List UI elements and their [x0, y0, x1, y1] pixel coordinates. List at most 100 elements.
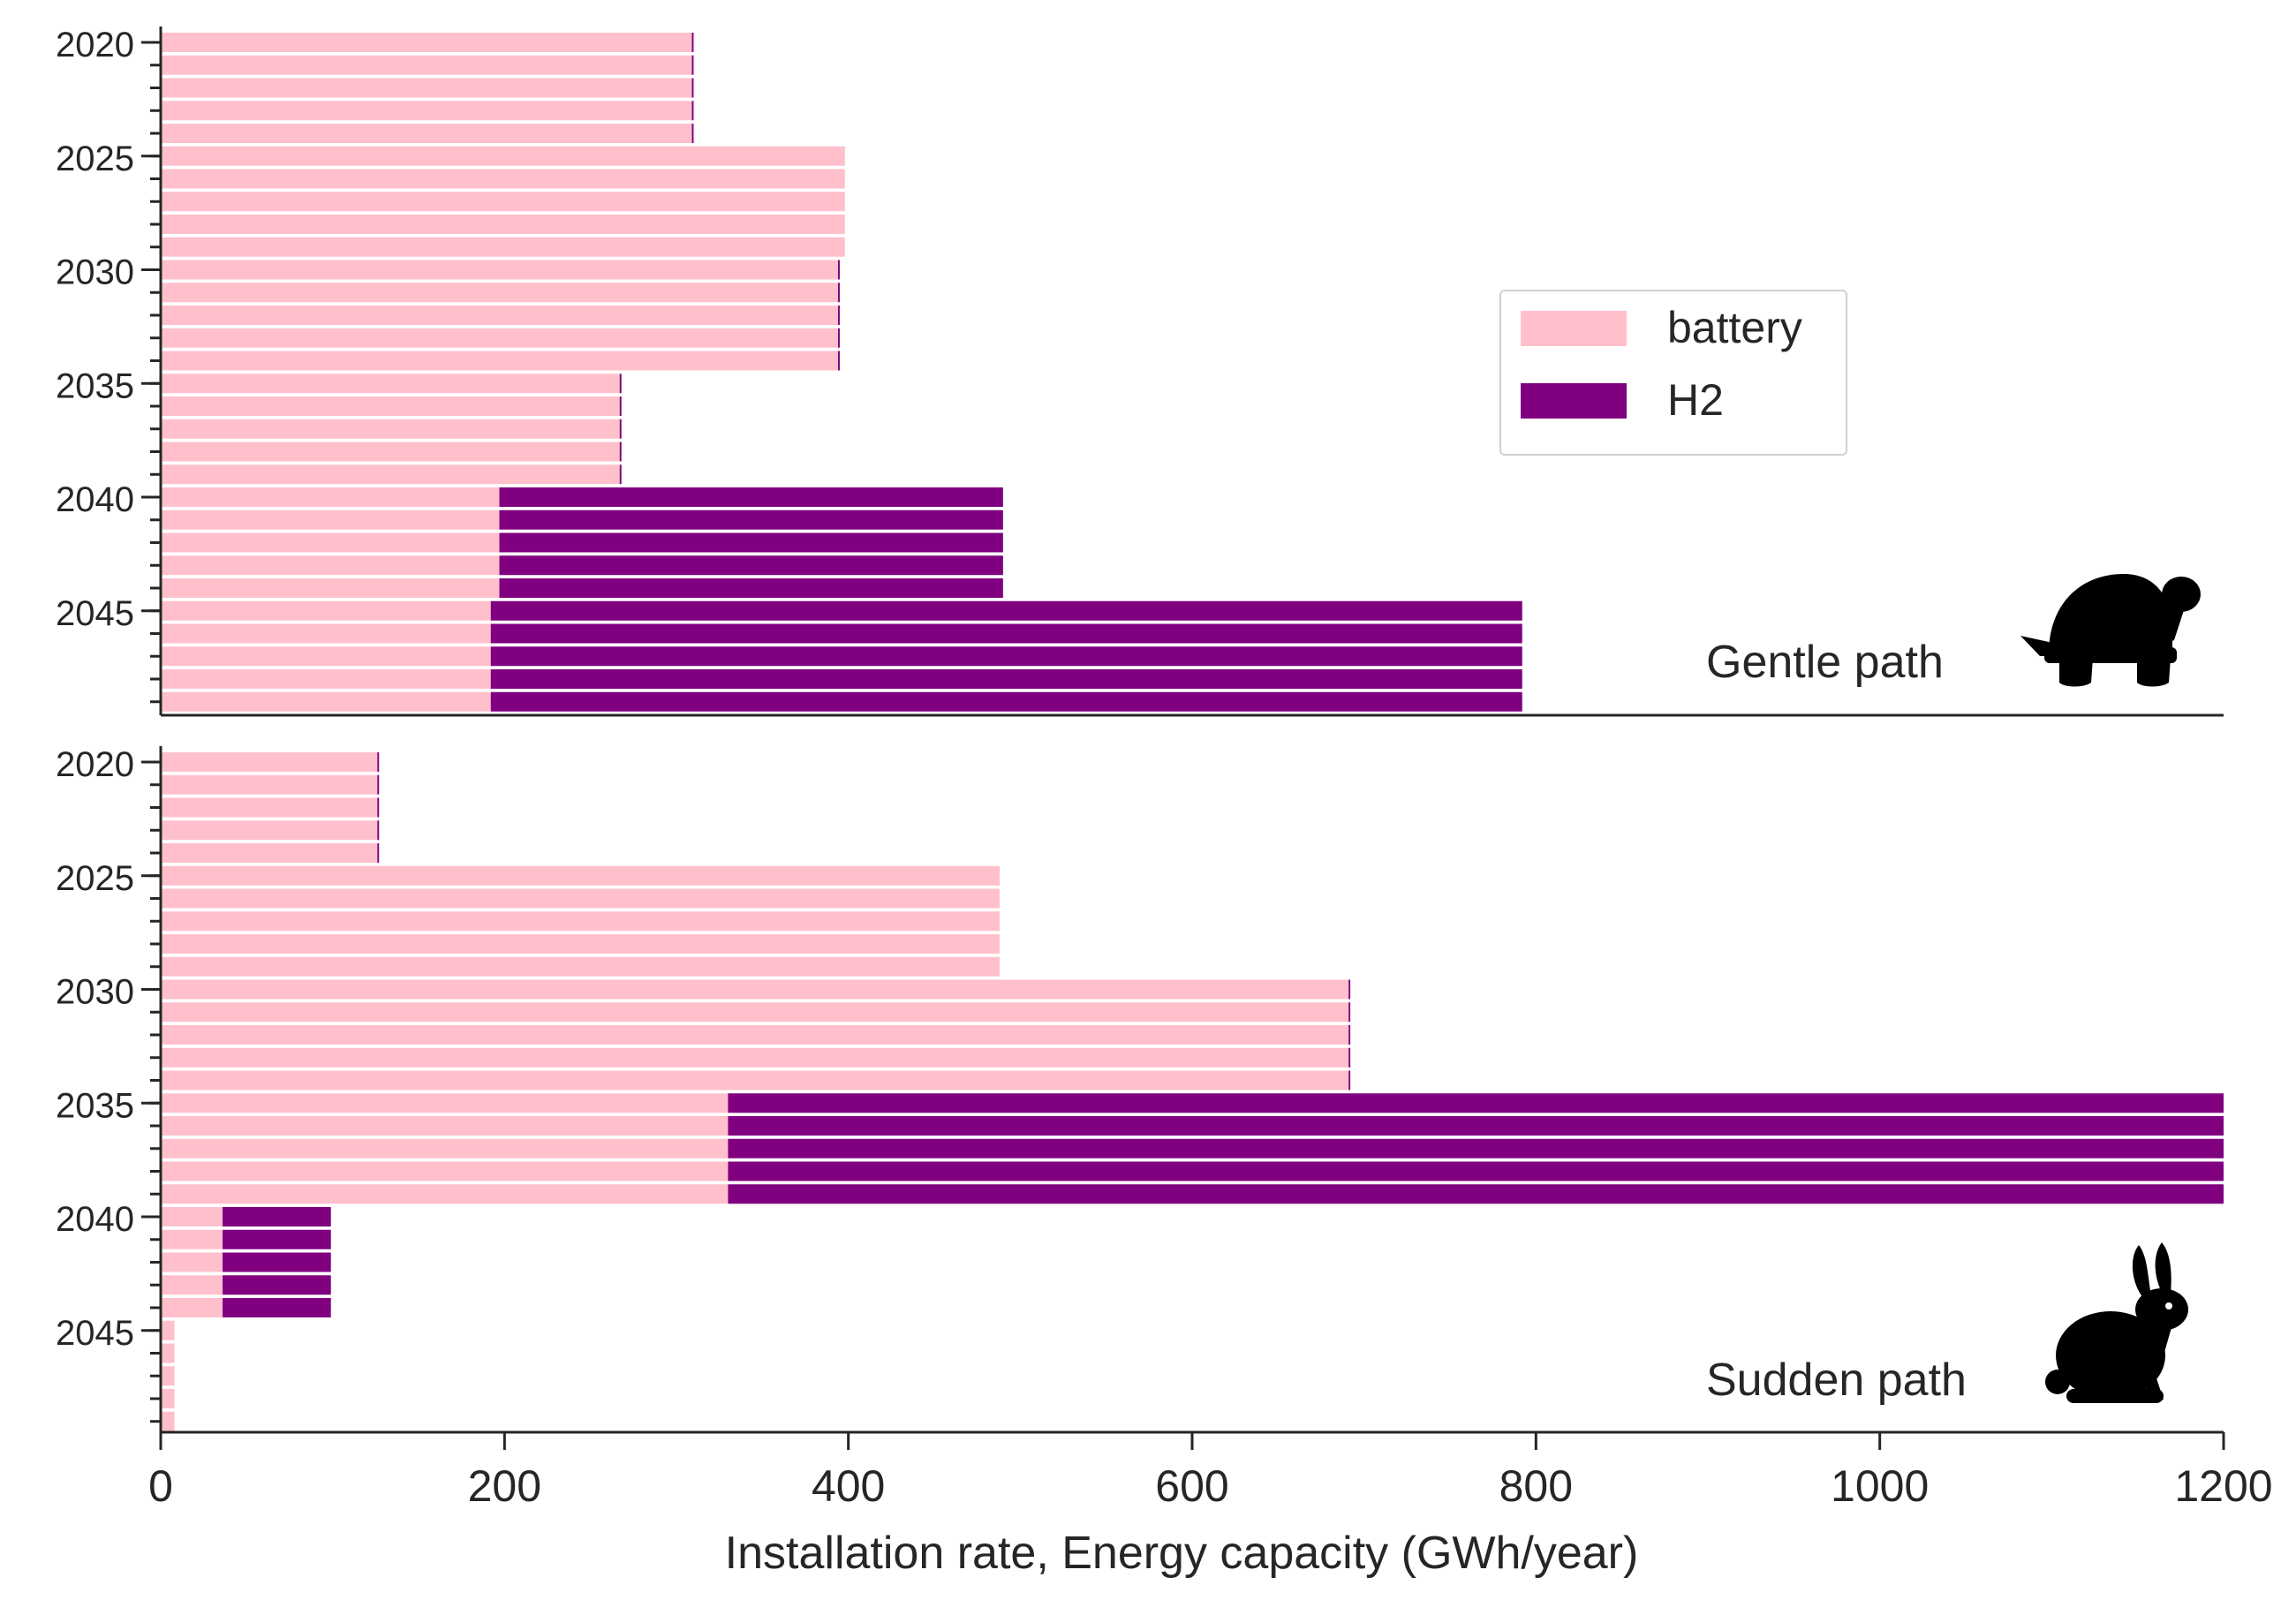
bar-h2 [377, 843, 380, 863]
y-tick-label: 2040 [56, 480, 134, 519]
x-tick-label: 1200 [2174, 1461, 2272, 1511]
bar-battery [161, 442, 620, 462]
bar-battery [161, 934, 1000, 954]
bar-h2 [728, 1138, 2224, 1158]
bar-battery [161, 646, 491, 667]
bar-h2 [1348, 1025, 1351, 1045]
bar-h2 [377, 774, 380, 795]
bar-h2 [728, 1093, 2224, 1113]
bar-battery [161, 1389, 175, 1408]
bar-h2 [1348, 979, 1351, 1000]
bar-h2 [619, 396, 622, 416]
bar-h2 [223, 1229, 331, 1249]
bar-h2 [490, 691, 1522, 712]
x-tick-label: 0 [148, 1461, 173, 1511]
bar-battery [161, 101, 692, 121]
bar-h2 [490, 669, 1522, 689]
bar-battery [161, 1116, 729, 1136]
bar-battery [161, 215, 845, 234]
bar-battery [161, 487, 500, 507]
bar-h2 [691, 78, 694, 98]
y-tick-label: 2025 [56, 140, 134, 178]
bar-battery [161, 797, 378, 818]
bar-h2 [619, 374, 622, 394]
bar-battery [161, 532, 500, 553]
legend-swatch-battery [1521, 311, 1627, 346]
bar-h2 [837, 351, 840, 371]
bar-battery [161, 1275, 223, 1295]
y-tick-label: 2030 [56, 253, 134, 292]
bar-h2 [728, 1184, 2224, 1204]
y-tick-label: 2045 [56, 1314, 134, 1353]
bar-battery [161, 865, 1000, 886]
bar-h2 [691, 55, 694, 75]
bar-h2 [490, 646, 1522, 667]
y-tick-label: 2035 [56, 1086, 134, 1125]
panel-label-gentle: Gentle path [1706, 637, 1944, 688]
bar-h2 [499, 555, 1003, 576]
bar-battery [161, 260, 838, 280]
legend-label-battery: battery [1667, 303, 1802, 352]
bar-h2 [728, 1161, 2224, 1181]
bar-battery [161, 956, 1000, 977]
bar-battery [161, 1252, 223, 1272]
bar-battery [161, 396, 620, 416]
bar-battery [161, 1138, 729, 1158]
bar-battery [161, 169, 845, 189]
bar-battery [161, 555, 500, 576]
bar-battery [161, 1093, 729, 1113]
bar-battery [161, 419, 620, 439]
bar-battery [161, 843, 378, 863]
x-tick-label: 800 [1499, 1461, 1573, 1511]
bar-h2 [223, 1252, 331, 1272]
bar-battery [161, 1184, 729, 1204]
x-tick-label: 600 [1155, 1461, 1228, 1511]
bar-battery [161, 1161, 729, 1181]
bar-battery [161, 600, 491, 621]
bar-battery [161, 1366, 175, 1386]
bar-battery [161, 1070, 1349, 1091]
bar-battery [161, 78, 692, 98]
bar-battery [161, 192, 845, 212]
bar-battery [161, 1002, 1349, 1023]
bar-h2 [691, 101, 694, 121]
bar-h2 [691, 33, 694, 52]
y-tick-label: 2020 [56, 26, 134, 64]
bar-h2 [223, 1275, 331, 1295]
bar-h2 [499, 532, 1003, 553]
bar-h2 [377, 820, 380, 841]
bar-h2 [837, 283, 840, 303]
bar-battery [161, 374, 620, 394]
bar-battery [161, 283, 838, 303]
bar-h2 [1348, 1047, 1351, 1068]
bar-battery [161, 623, 491, 644]
y-tick-label: 2045 [56, 594, 134, 633]
bar-h2 [377, 752, 380, 772]
x-tick-label: 200 [468, 1461, 541, 1511]
bar-h2 [490, 623, 1522, 644]
bar-battery [161, 1025, 1349, 1045]
bar-battery [161, 774, 378, 795]
bar-battery [161, 979, 1349, 1000]
bar-battery [161, 888, 1000, 909]
x-axis-label: Installation rate, Energy capacity (GWh/… [725, 1528, 1639, 1579]
bar-battery [161, 306, 838, 325]
bar-h2 [619, 419, 622, 439]
bar-h2 [837, 328, 840, 348]
tortoise-icon [2020, 574, 2201, 687]
x-tick-label: 400 [812, 1461, 885, 1511]
bar-h2 [499, 509, 1003, 530]
bar-h2 [619, 442, 622, 462]
bar-battery [161, 578, 500, 598]
legend-swatch-h2 [1521, 383, 1627, 419]
bar-h2 [223, 1207, 331, 1226]
bar-h2 [728, 1116, 2224, 1136]
bar-battery [161, 1229, 223, 1249]
y-tick-label: 2025 [56, 859, 134, 898]
bar-h2 [499, 578, 1003, 598]
bar-battery [161, 124, 692, 143]
y-tick-label: 2040 [56, 1200, 134, 1239]
bar-battery [161, 464, 620, 485]
bar-battery [161, 820, 378, 841]
bar-h2 [377, 797, 380, 818]
